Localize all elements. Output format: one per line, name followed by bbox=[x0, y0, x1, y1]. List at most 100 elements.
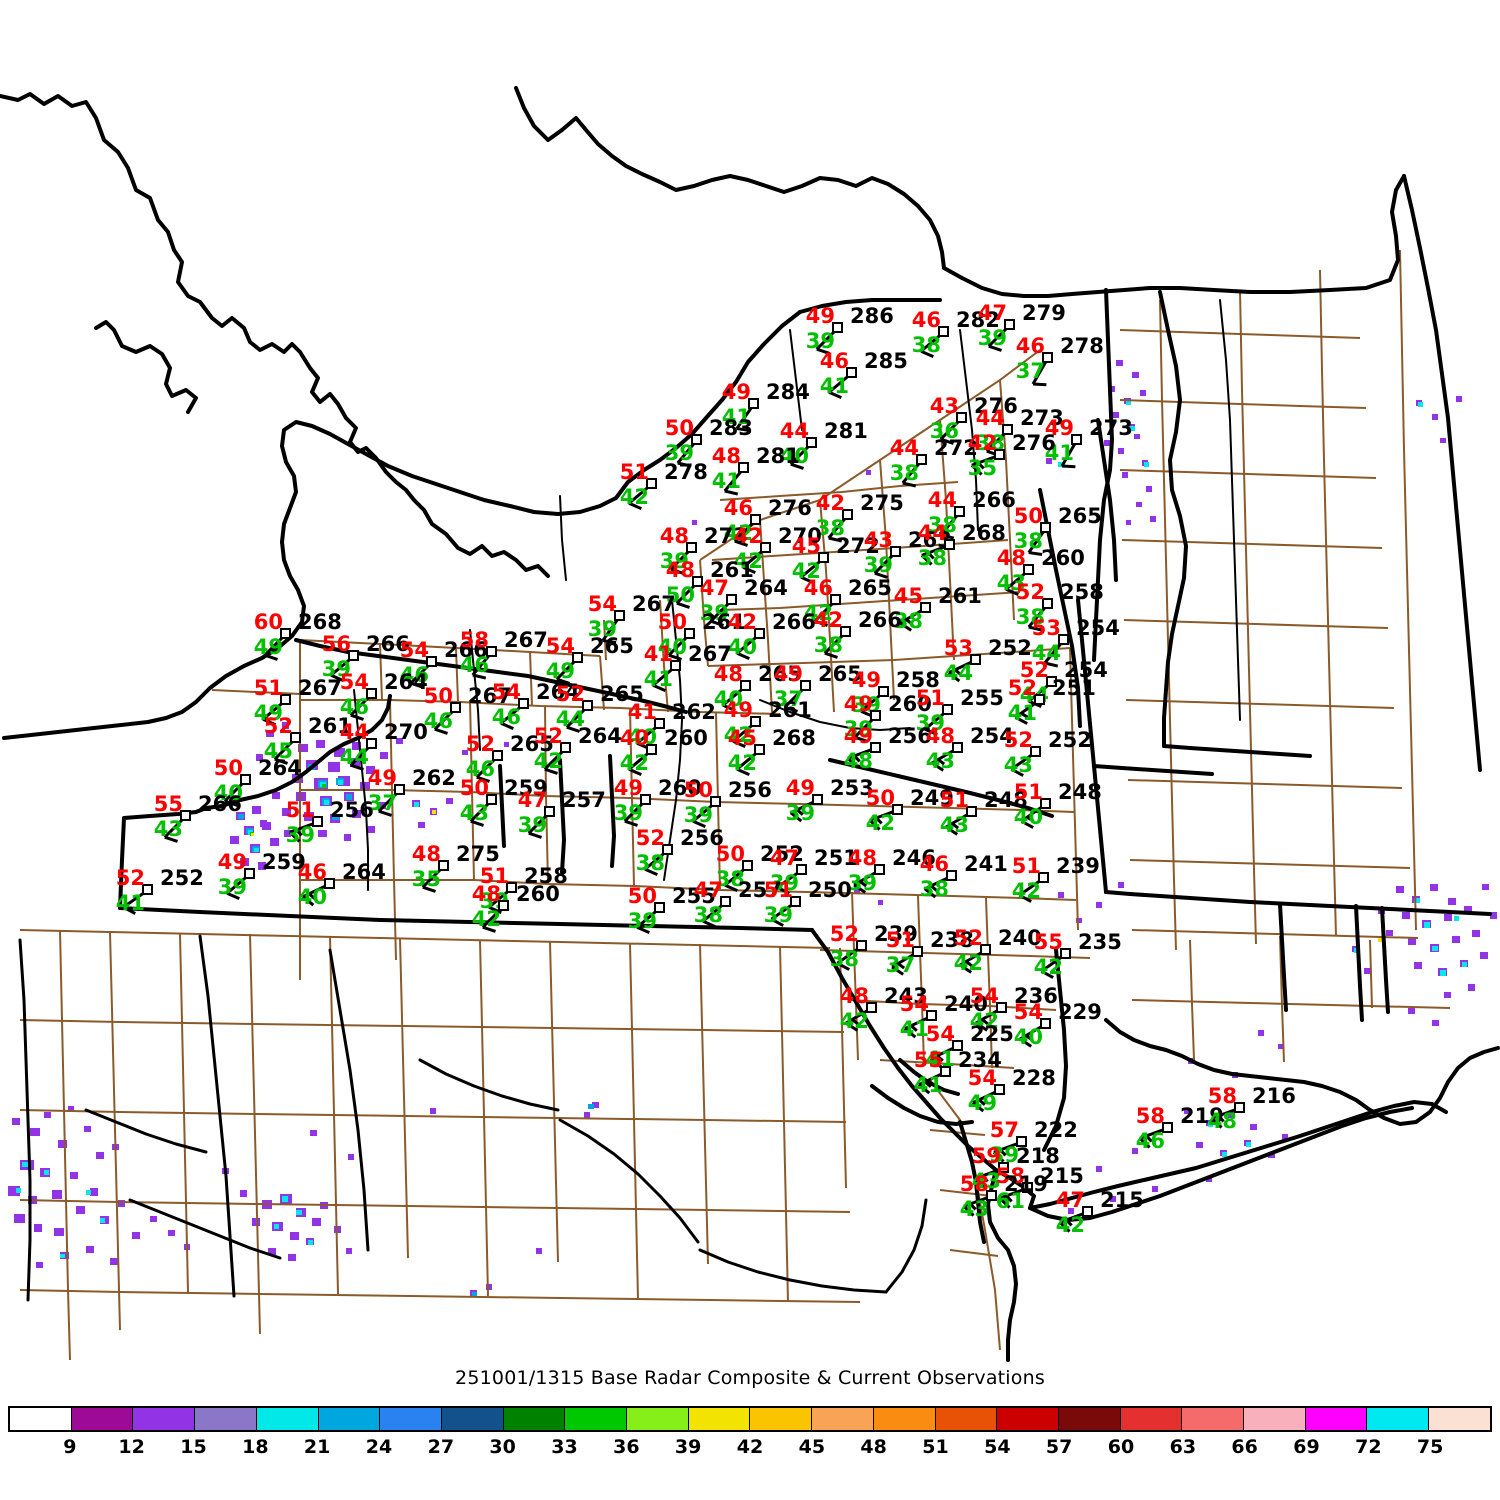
station-temperature: 48 bbox=[471, 882, 501, 906]
station-thickness: 249 bbox=[910, 786, 954, 810]
station-symbol-icon bbox=[998, 1162, 1009, 1173]
station-thickness: 281 bbox=[756, 444, 800, 468]
station-dewpoint: 39 bbox=[769, 871, 799, 895]
station-temperature: 58 bbox=[459, 628, 489, 652]
station-temperature: 46 bbox=[803, 576, 833, 600]
colorbar-tick: 66 bbox=[1231, 1436, 1258, 1458]
station-temperature: 52 bbox=[953, 926, 983, 950]
station-dewpoint: 41 bbox=[1044, 441, 1074, 465]
station-temperature: 47 bbox=[693, 878, 723, 902]
station-dewpoint: 40 bbox=[727, 635, 757, 659]
station-symbol-icon bbox=[1040, 522, 1051, 533]
station-thickness: 260 bbox=[888, 692, 932, 716]
station-dewpoint: 46 bbox=[459, 653, 489, 677]
station-dewpoint: 39 bbox=[805, 329, 835, 353]
station-temperature: 45 bbox=[893, 584, 923, 608]
station-temperature: 48 bbox=[839, 984, 869, 1008]
station-dewpoint: 39 bbox=[699, 601, 729, 625]
station-dewpoint: 41 bbox=[721, 405, 751, 429]
station-symbol-icon bbox=[614, 610, 625, 621]
station-temperature: 48 bbox=[665, 558, 695, 582]
station-temperature: 46 bbox=[723, 496, 753, 520]
station-thickness: 265 bbox=[1058, 504, 1102, 528]
station-temperature: 51 bbox=[915, 686, 945, 710]
station-thickness: 251 bbox=[814, 846, 858, 870]
colorbar-swatch bbox=[750, 1408, 813, 1430]
station-symbol-icon bbox=[324, 878, 335, 889]
station-temperature: 49 bbox=[721, 380, 751, 404]
station-thickness: 266 bbox=[972, 488, 1016, 512]
station-symbol-icon bbox=[670, 660, 681, 671]
station-dewpoint: 42 bbox=[1033, 955, 1063, 979]
station-temperature: 52 bbox=[1007, 676, 1037, 700]
station-dewpoint: 42 bbox=[619, 751, 649, 775]
station-temperature: 47 bbox=[1055, 1188, 1085, 1212]
station-symbol-icon bbox=[870, 742, 881, 753]
station-temperature: 52 bbox=[115, 866, 145, 890]
station-thickness: 240 bbox=[998, 926, 1042, 950]
colorbar-tick: 75 bbox=[1416, 1436, 1444, 1458]
station-dewpoint: 61 bbox=[995, 1189, 1025, 1213]
station-temperature: 42 bbox=[815, 491, 845, 515]
colorbar-tick: 9 bbox=[63, 1436, 77, 1458]
station-symbol-icon bbox=[1071, 434, 1082, 445]
station-temperature: 48 bbox=[711, 444, 741, 468]
station-dewpoint: 42 bbox=[791, 559, 821, 583]
station-symbol-icon bbox=[866, 1002, 877, 1013]
colorbar-swatch bbox=[1429, 1408, 1490, 1430]
colorbar-swatch bbox=[1367, 1408, 1430, 1430]
station-dewpoint: 39 bbox=[664, 441, 694, 465]
station-dewpoint: 41 bbox=[913, 1073, 943, 1097]
station-temperature: 44 bbox=[927, 488, 957, 512]
station-symbol-icon bbox=[966, 806, 977, 817]
station-symbol-icon bbox=[796, 864, 807, 875]
station-temperature: 47 bbox=[517, 788, 547, 812]
station-dewpoint: 36 bbox=[929, 419, 959, 443]
station-thickness: 241 bbox=[964, 852, 1008, 876]
station-dewpoint: 42 bbox=[839, 1009, 869, 1033]
station-temperature: 47 bbox=[977, 301, 1007, 325]
station-dewpoint: 41 bbox=[643, 667, 673, 691]
station-thickness: 256 bbox=[728, 778, 772, 802]
colorbar-swatch bbox=[997, 1408, 1059, 1430]
colorbar-tick: 33 bbox=[551, 1436, 578, 1458]
station-dewpoint: 40 bbox=[297, 885, 327, 909]
station-symbol-icon bbox=[954, 506, 965, 517]
station-temperature: 49 bbox=[805, 304, 835, 328]
station-thickness: 276 bbox=[974, 394, 1018, 418]
colorbar-tick: 27 bbox=[427, 1436, 455, 1458]
colorbar-tick: 63 bbox=[1169, 1436, 1197, 1458]
station-temperature: 40 bbox=[619, 726, 649, 750]
station-symbol-icon bbox=[640, 794, 651, 805]
station-symbol-icon bbox=[790, 896, 801, 907]
station-temperature: 48 bbox=[925, 724, 955, 748]
map-viewport[interactable]: 49 286 39 46 285 41 46 282 38 47 279 39 46 278 37 49 284… bbox=[0, 0, 1500, 1365]
station-temperature: 51 bbox=[253, 676, 283, 700]
station-symbol-icon bbox=[940, 1066, 951, 1077]
station-dewpoint: 39 bbox=[285, 823, 315, 847]
colorbar-tick: 69 bbox=[1293, 1436, 1320, 1458]
station-dewpoint: 48 bbox=[843, 749, 873, 773]
colorbar-tick: 72 bbox=[1355, 1436, 1382, 1458]
station-thickness: 253 bbox=[830, 776, 874, 800]
station-symbol-icon bbox=[812, 794, 823, 805]
station-dewpoint: 46 bbox=[399, 663, 429, 687]
station-thickness: 262 bbox=[412, 766, 456, 790]
colorbar-swatch bbox=[812, 1408, 874, 1430]
station-symbol-icon bbox=[938, 326, 949, 337]
station-thickness: 252 bbox=[760, 842, 804, 866]
station-thickness: 265 bbox=[848, 576, 892, 600]
station-temperature: 52 bbox=[829, 922, 859, 946]
station-symbol-icon bbox=[892, 804, 903, 815]
station-temperature: 42 bbox=[813, 608, 843, 632]
station-thickness: 273 bbox=[1089, 416, 1133, 440]
station-symbol-icon bbox=[980, 944, 991, 955]
station-thickness: 266 bbox=[198, 792, 242, 816]
station-temperature: 50 bbox=[683, 778, 713, 802]
station-thickness: 229 bbox=[1058, 1000, 1102, 1024]
station-symbol-icon bbox=[1040, 798, 1051, 809]
station-dewpoint: 42 bbox=[1055, 1213, 1085, 1237]
colorbar-tick-labels: 9 12 15 18 21 24 27 30 33 36 39 42 45 48 51 54 57 60 63 66 6… bbox=[8, 1436, 1492, 1466]
station-temperature: 42 bbox=[733, 524, 763, 548]
station-thickness: 264 bbox=[744, 576, 788, 600]
